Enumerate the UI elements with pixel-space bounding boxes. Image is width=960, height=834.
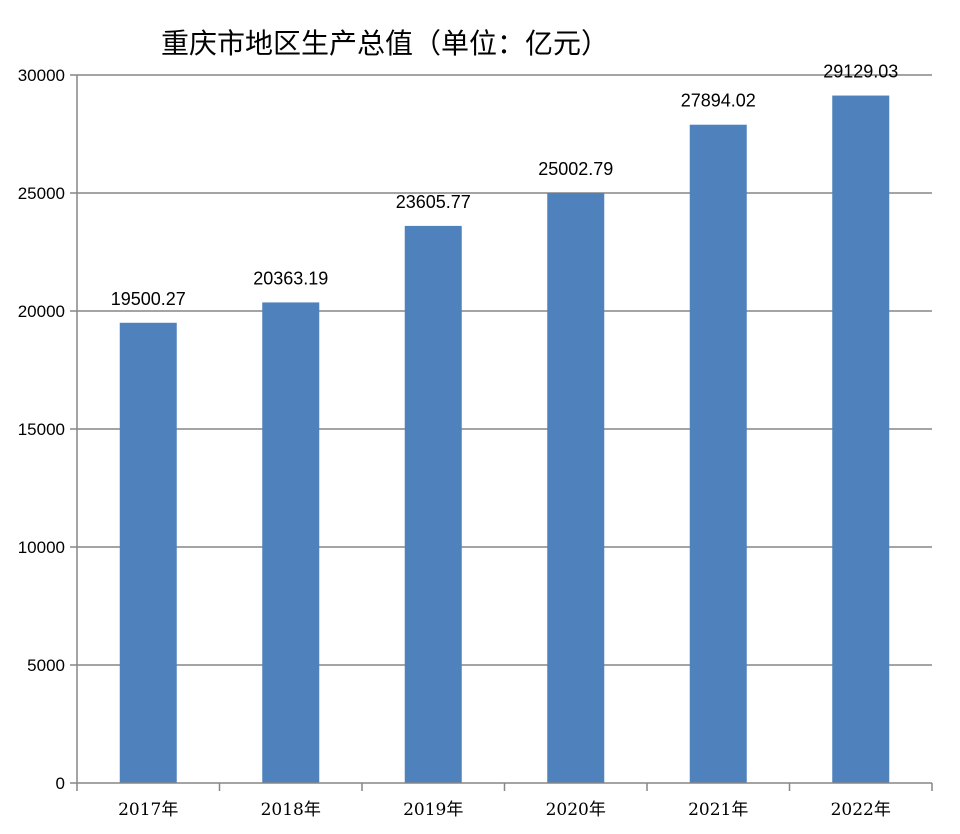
bar bbox=[689, 124, 747, 784]
data-label: 27894.02 bbox=[681, 91, 756, 111]
x-tick-label: 2021年 bbox=[688, 800, 748, 820]
chart-title: 重庆市地区生产总值（单位：亿元） bbox=[160, 27, 609, 60]
data-label: 29129.03 bbox=[823, 62, 898, 82]
x-tick-label: 2019年 bbox=[403, 800, 463, 820]
data-label: 19500.27 bbox=[111, 289, 186, 309]
data-label: 23605.77 bbox=[396, 192, 471, 212]
x-tick-label: 2018年 bbox=[261, 800, 321, 820]
bar bbox=[547, 192, 605, 784]
y-tick-label: 15000 bbox=[18, 420, 65, 439]
y-tick-label: 20000 bbox=[18, 302, 65, 321]
bar bbox=[262, 302, 320, 783]
x-tick-label: 2020年 bbox=[546, 800, 606, 820]
data-label: 20363.19 bbox=[253, 268, 328, 288]
bar bbox=[832, 95, 890, 784]
y-tick-label: 0 bbox=[56, 774, 65, 793]
y-tick-label: 25000 bbox=[18, 184, 65, 203]
data-label: 25002.79 bbox=[538, 159, 613, 179]
bar bbox=[404, 225, 462, 784]
y-tick-label: 30000 bbox=[18, 66, 65, 85]
x-tick-label: 2017年 bbox=[118, 800, 178, 820]
x-tick-label: 2022年 bbox=[831, 800, 891, 820]
bar bbox=[119, 322, 177, 783]
y-tick-label: 5000 bbox=[27, 656, 65, 675]
y-tick-label: 10000 bbox=[18, 538, 65, 557]
